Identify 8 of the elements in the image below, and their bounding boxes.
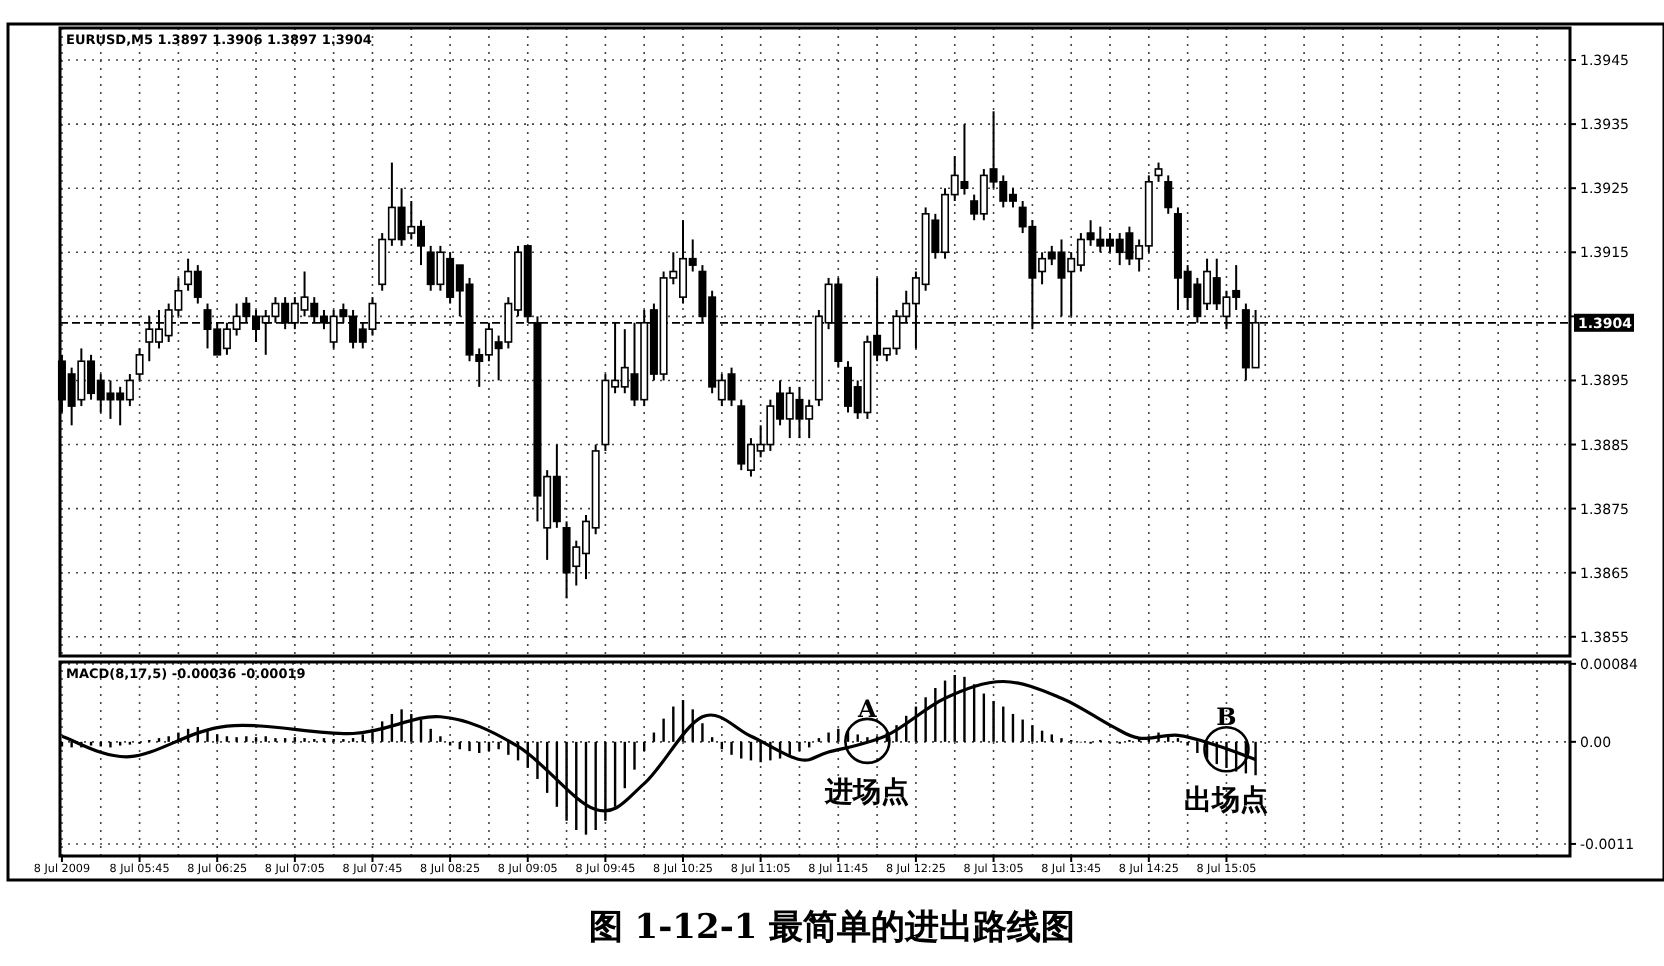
annotation: 出场点 [1184, 785, 1269, 818]
annotation: A [856, 694, 879, 723]
candlestick [1164, 174, 1173, 215]
candlestick [1154, 161, 1163, 183]
annotation: 进场点 [823, 776, 910, 809]
caption: 图 1-12-1 最简单的进出路线图 [588, 908, 1076, 948]
annotation: B [1216, 703, 1237, 732]
candlestick [135, 347, 144, 382]
